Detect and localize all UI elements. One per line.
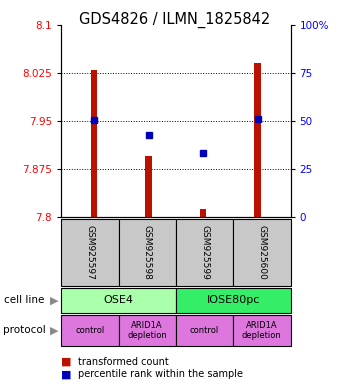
Text: GSM925597: GSM925597	[85, 225, 94, 280]
Bar	[200, 209, 206, 217]
Text: ARID1A
depletion: ARID1A depletion	[242, 321, 282, 340]
Text: protocol: protocol	[4, 325, 46, 335]
Text: GSM925599: GSM925599	[200, 225, 209, 280]
Bar	[254, 63, 261, 217]
Text: IOSE80pc: IOSE80pc	[206, 295, 260, 305]
Text: percentile rank within the sample: percentile rank within the sample	[78, 369, 243, 379]
Text: control: control	[75, 326, 105, 335]
Text: ARID1A
depletion: ARID1A depletion	[127, 321, 167, 340]
Bar	[145, 156, 152, 217]
Text: OSE4: OSE4	[104, 295, 134, 305]
Text: GDS4826 / ILMN_1825842: GDS4826 / ILMN_1825842	[79, 12, 271, 28]
Bar	[91, 70, 97, 217]
Text: GSM925600: GSM925600	[257, 225, 266, 280]
Text: transformed count: transformed count	[78, 357, 169, 367]
Text: cell line: cell line	[4, 295, 44, 305]
Text: ■: ■	[61, 357, 72, 367]
Text: ▶: ▶	[50, 295, 58, 305]
Text: GSM925598: GSM925598	[143, 225, 152, 280]
Text: control: control	[190, 326, 219, 335]
Text: ▶: ▶	[50, 325, 58, 335]
Text: ■: ■	[61, 369, 72, 379]
